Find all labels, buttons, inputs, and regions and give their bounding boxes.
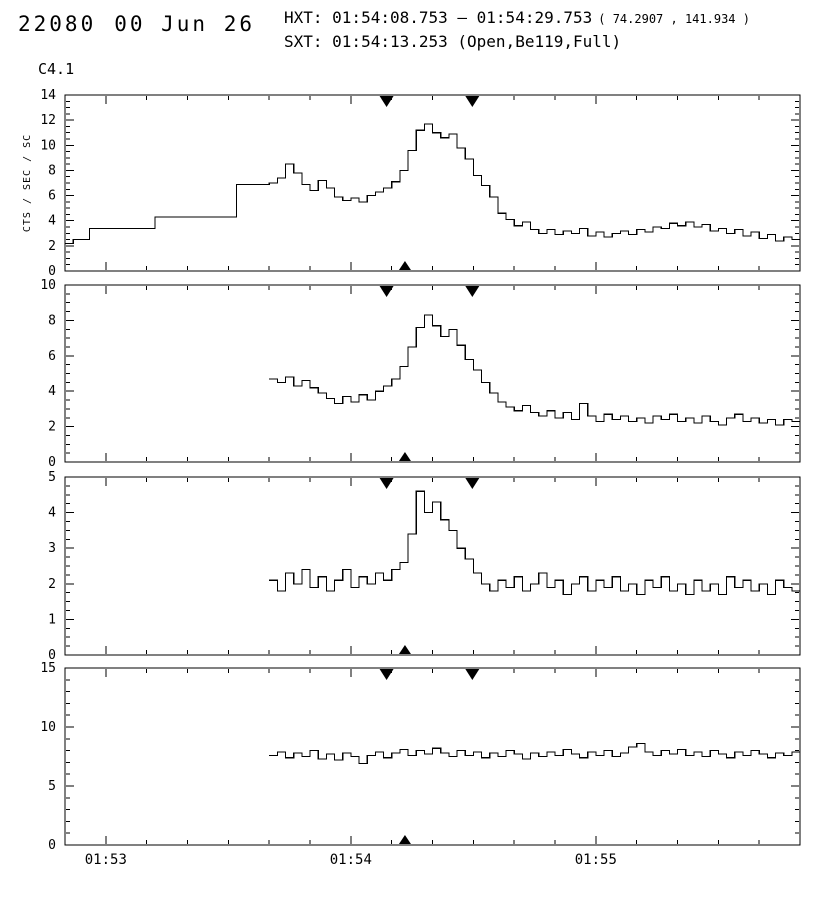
y-tick-label: 0 xyxy=(48,264,56,279)
y-tick-label: 15 xyxy=(40,661,56,676)
y-tick-label: 0 xyxy=(48,455,56,470)
panel-frame xyxy=(64,667,801,846)
y-tick-label: 1 xyxy=(48,612,56,627)
y-tick-label: 8 xyxy=(48,163,56,178)
y-tick-label: 2 xyxy=(48,239,56,254)
hxt-interval-marker-icon xyxy=(379,286,394,297)
panel-frame xyxy=(64,476,801,656)
sxt-time-text: SXT: 01:54:13.253 (Open,Be119,Full) xyxy=(284,32,622,51)
hxt-interval-marker-icon xyxy=(465,669,480,680)
y-tick-label: 5 xyxy=(48,779,56,794)
observation-date: 00 Jun 26 xyxy=(114,12,256,36)
hxt-time-range: HXT: 01:54:08.753 — 01:54:29.753 ( 74.290… xyxy=(284,8,750,27)
y-tick-label: 6 xyxy=(48,349,56,364)
y-tick-label: 3 xyxy=(48,541,56,556)
y-tick-label: 6 xyxy=(48,189,56,204)
panel-3: 0 1 2 3 4 5 xyxy=(48,470,801,663)
y-tick-label: 12 xyxy=(40,113,56,128)
sxt-time-marker-icon xyxy=(398,835,411,844)
y-tick-label: 10 xyxy=(40,278,56,293)
hxt-interval-marker-icon xyxy=(379,669,394,680)
hxt-interval-text: HXT: 01:54:08.753 — 01:54:29.753 xyxy=(284,8,593,27)
hxt-coordinates: ( 74.2907 , 141.934 ) xyxy=(598,12,750,26)
x-tick-label: 01:54 xyxy=(330,852,372,868)
y-tick-label: 4 xyxy=(48,384,56,399)
y-tick-label: 2 xyxy=(48,577,56,592)
y-tick-label: 4 xyxy=(48,506,56,521)
goes-class-label: C4.1 xyxy=(38,60,75,78)
sxt-time-marker-icon xyxy=(398,261,411,270)
panel-2: 0 2 4 6 8 10 xyxy=(40,278,801,470)
lightcurve-series xyxy=(269,490,800,596)
y-tick-label: 10 xyxy=(40,138,56,153)
lightcurve-series xyxy=(65,123,800,244)
y-axis-title: CTS / SEC / SC xyxy=(22,134,33,232)
frame-title: 22080 00 Jun 26 xyxy=(18,12,255,36)
x-tick-label: 01:55 xyxy=(575,852,617,868)
sxt-time-marker-icon xyxy=(398,645,411,654)
x-tick-label: 01:53 xyxy=(85,852,127,868)
sxt-time-marker-icon xyxy=(398,452,411,461)
y-tick-label: 2 xyxy=(48,420,56,435)
y-tick-label: 14 xyxy=(40,88,56,103)
hxt-interval-marker-icon xyxy=(379,96,394,107)
panel-frame xyxy=(64,284,801,463)
y-tick-label: 5 xyxy=(48,470,56,485)
y-tick-label: 0 xyxy=(48,648,56,663)
panel-4: 0 5 10 15 xyxy=(40,661,801,853)
y-tick-label: 8 xyxy=(48,313,56,328)
y-tick-label: 4 xyxy=(48,214,56,229)
panel-1: 0 2 4 6 8 10 12 14 xyxy=(40,88,801,279)
lightcurve-series xyxy=(269,742,800,765)
y-tick-label: 10 xyxy=(40,720,56,735)
hxt-interval-marker-icon xyxy=(379,478,394,489)
panel-frame xyxy=(64,94,801,272)
frame-number: 22080 xyxy=(18,12,97,36)
hxt-interval-marker-icon xyxy=(465,96,480,107)
lightcurve-series xyxy=(269,314,800,426)
y-tick-label: 0 xyxy=(48,838,56,853)
hxt-interval-marker-icon xyxy=(465,286,480,297)
hxt-interval-marker-icon xyxy=(465,478,480,489)
